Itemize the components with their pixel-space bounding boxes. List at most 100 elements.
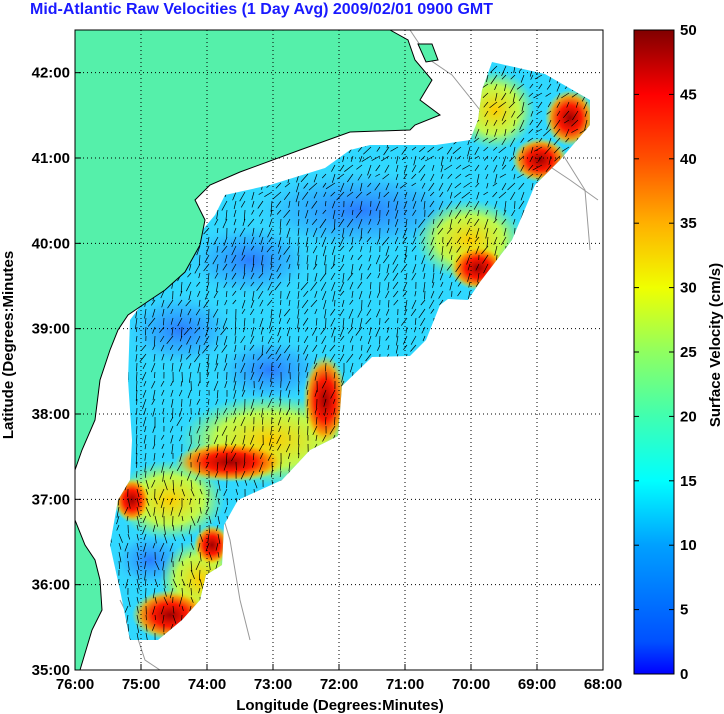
velocity-arrow xyxy=(346,218,354,228)
velocity-arrow xyxy=(215,542,219,551)
velocity-arrow xyxy=(145,587,147,598)
velocity-arrow xyxy=(116,506,120,518)
velocity-arrow xyxy=(232,191,237,201)
velocity-arrow xyxy=(235,479,239,487)
velocity-arrow xyxy=(251,236,255,244)
velocity-arrow xyxy=(504,200,507,212)
velocity-arrow xyxy=(239,191,246,202)
velocity-arrow xyxy=(546,83,552,90)
velocity-arrow xyxy=(225,290,228,298)
velocity-arrow xyxy=(179,452,183,462)
velocity-arrow xyxy=(502,164,507,170)
velocity-arrow xyxy=(160,434,165,440)
velocity-arrow xyxy=(276,353,282,361)
velocity-arrow xyxy=(511,164,516,171)
velocity-arrow xyxy=(566,101,570,108)
velocity-arrow xyxy=(454,272,462,282)
velocity-arrow xyxy=(341,299,345,307)
velocity-arrow xyxy=(127,497,131,509)
velocity-arrow xyxy=(231,263,237,272)
velocity-arrow xyxy=(520,191,525,201)
velocity-arrow xyxy=(190,479,193,490)
velocity-arrow xyxy=(457,227,462,234)
velocity-arrow xyxy=(268,290,273,296)
velocity-arrow xyxy=(385,209,390,216)
velocity-arrow xyxy=(306,245,309,253)
velocity-arrow xyxy=(339,290,345,296)
velocity-arrow xyxy=(324,308,327,319)
velocity-arrow xyxy=(439,263,444,274)
velocity-arrow xyxy=(194,263,201,274)
velocity-arrow xyxy=(330,191,336,197)
velocity-arrow xyxy=(355,209,363,219)
velocity-arrow xyxy=(331,173,336,183)
velocity-arrow xyxy=(127,623,129,632)
velocity-arrow xyxy=(177,317,183,327)
velocity-arrow xyxy=(216,461,219,472)
velocity-arrow xyxy=(572,110,579,121)
velocity-arrow xyxy=(270,200,273,212)
velocity-arrow xyxy=(447,182,453,192)
colorbar-tick-label: 0 xyxy=(680,666,688,683)
velocity-arrow xyxy=(528,128,534,134)
velocity-arrow xyxy=(527,101,534,106)
velocity-arrow xyxy=(377,218,381,226)
velocity-arrow xyxy=(503,209,507,216)
velocity-arrow xyxy=(440,281,444,287)
velocity-arrow xyxy=(387,344,390,350)
velocity-arrow xyxy=(190,587,192,596)
velocity-arrow xyxy=(215,398,219,405)
velocity-arrow xyxy=(283,191,291,201)
velocity-arrow xyxy=(302,317,309,326)
velocity-arrow xyxy=(341,371,345,383)
velocity-arrow xyxy=(464,209,471,219)
velocity-arrow xyxy=(233,227,237,234)
velocity-arrow xyxy=(136,614,140,624)
velocity-arrow xyxy=(394,227,399,236)
velocity-arrow xyxy=(339,164,345,172)
velocity-arrow xyxy=(396,155,399,164)
velocity-arrow xyxy=(430,254,435,261)
velocity-arrow xyxy=(162,560,165,571)
velocity-arrow xyxy=(360,272,363,281)
velocity-arrow xyxy=(395,173,399,181)
velocity-arrow xyxy=(482,137,489,142)
velocity-arrow xyxy=(468,290,471,300)
velocity-arrow xyxy=(198,587,201,594)
velocity-arrow xyxy=(154,614,156,621)
velocity-arrow xyxy=(402,236,408,244)
velocity-arrow xyxy=(253,479,258,489)
velocity-arrow xyxy=(195,335,201,345)
velocity-arrow xyxy=(316,236,318,243)
velocity-arrow xyxy=(534,74,543,80)
velocity-arrow xyxy=(297,326,300,333)
velocity-arrow xyxy=(339,182,345,193)
velocity-arrow xyxy=(375,254,381,265)
velocity-arrow xyxy=(181,587,184,597)
velocity-arrow xyxy=(223,488,228,496)
velocity-arrow xyxy=(150,461,156,471)
velocity-arrow xyxy=(521,101,525,112)
velocity-arrow xyxy=(279,218,282,229)
velocity-arrow xyxy=(401,146,408,155)
velocity-arrow xyxy=(395,182,399,189)
velocity-arrow xyxy=(242,353,246,362)
velocity-arrow xyxy=(143,380,147,387)
velocity-arrow xyxy=(153,452,156,461)
velocity-arrow xyxy=(275,200,282,209)
velocity-arrow xyxy=(280,461,282,471)
y-tick-label: 42:00 xyxy=(32,65,70,82)
velocity-arrow xyxy=(375,164,381,172)
colorbar-gradient xyxy=(633,29,675,675)
velocity-arrow xyxy=(278,317,282,324)
velocity-arrow xyxy=(198,389,201,397)
velocity-arrow xyxy=(556,83,561,92)
velocity-arrow xyxy=(449,281,453,291)
velocity-arrow xyxy=(221,245,228,253)
velocity-arrow xyxy=(224,506,228,514)
velocity-arrow xyxy=(321,380,327,389)
velocity-arrow xyxy=(241,254,246,261)
velocity-arrow xyxy=(537,101,543,109)
velocity-arrow xyxy=(252,353,255,360)
velocity-arrow xyxy=(206,497,210,506)
